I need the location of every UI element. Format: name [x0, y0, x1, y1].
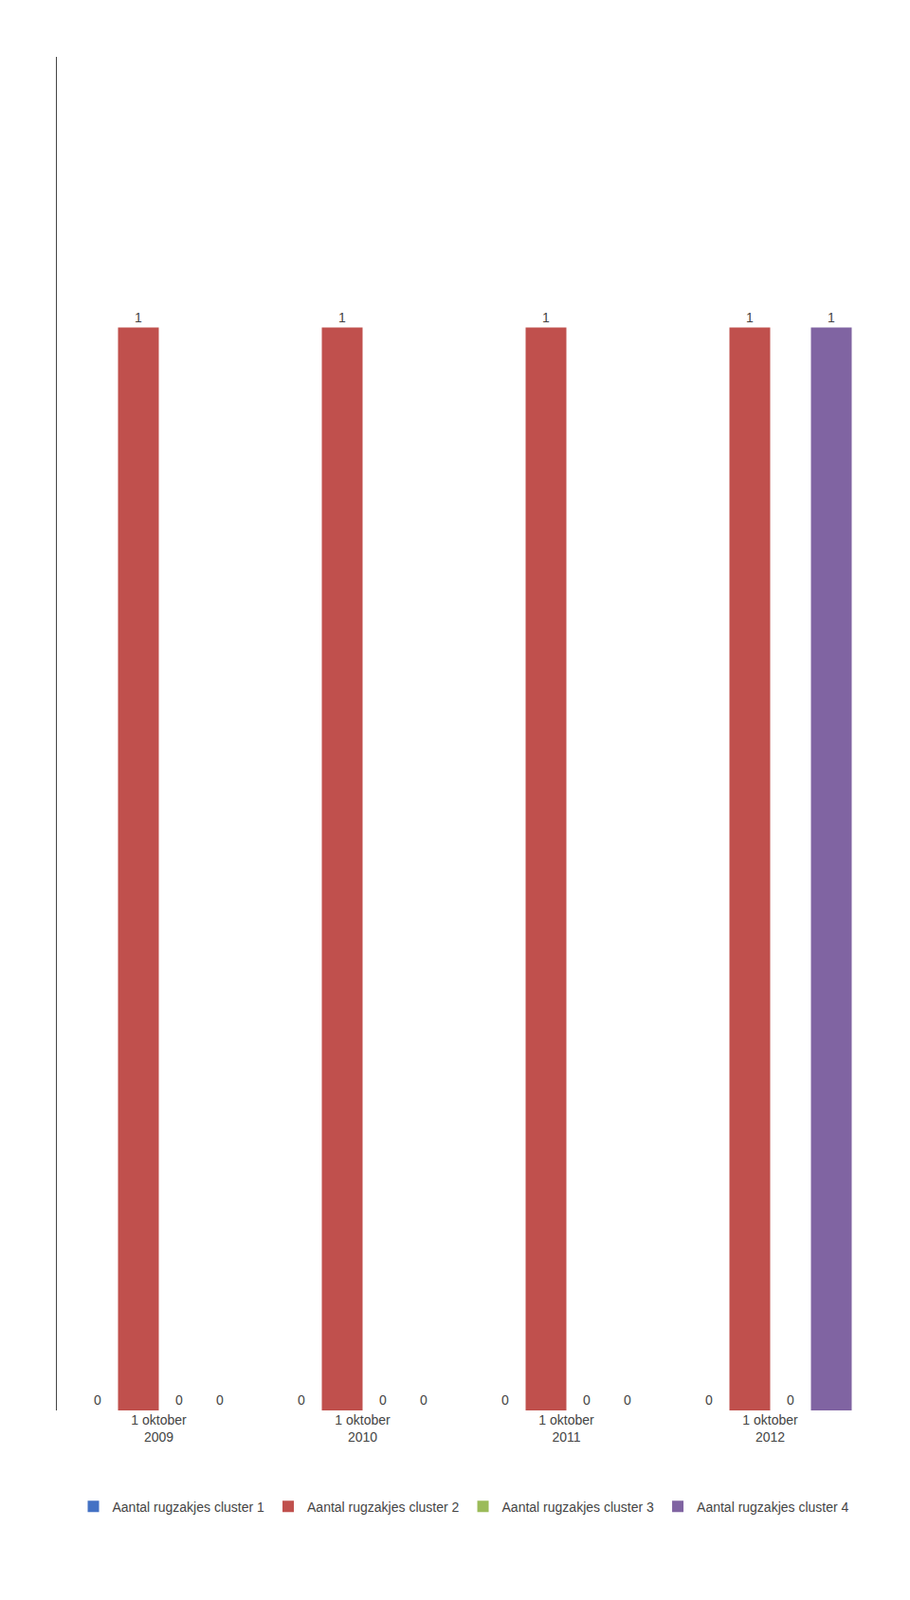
svg-text:1: 1	[746, 309, 754, 326]
svg-text:0: 0	[175, 1392, 183, 1408]
svg-text:Aantal rugzakjes cluster 1: Aantal rugzakjes cluster 1	[112, 1499, 266, 1515]
svg-text:0: 0	[379, 1392, 387, 1408]
svg-text:0: 0	[93, 1392, 102, 1408]
svg-text:0: 0	[786, 1392, 795, 1408]
svg-text:0: 0	[216, 1392, 224, 1408]
svg-text:1 oktober2009: 1 oktober2009	[130, 1412, 187, 1445]
svg-text:0: 0	[705, 1392, 713, 1408]
svg-text:Aantal rugzakjes cluster 2: Aantal rugzakjes cluster 2	[307, 1499, 460, 1515]
svg-text:1: 1	[134, 309, 143, 326]
svg-text:0: 0	[623, 1392, 632, 1408]
svg-text:1: 1	[542, 309, 550, 326]
svg-text:0: 0	[419, 1392, 428, 1408]
svg-text:0: 0	[501, 1392, 510, 1408]
svg-text:1: 1	[827, 309, 836, 326]
svg-text:Aantal rugzakjes cluster 4: Aantal rugzakjes cluster 4	[696, 1499, 850, 1515]
svg-text:1 oktober2012: 1 oktober2012	[742, 1412, 799, 1445]
svg-text:1 oktober2010: 1 oktober2010	[334, 1412, 391, 1445]
svg-text:0: 0	[297, 1392, 306, 1408]
svg-text:Aantal rugzakjes cluster 3: Aantal rugzakjes cluster 3	[502, 1499, 656, 1515]
svg-text:1: 1	[338, 309, 346, 326]
svg-text:1 oktober2011: 1 oktober2011	[538, 1412, 595, 1445]
svg-text:0: 0	[582, 1392, 591, 1408]
